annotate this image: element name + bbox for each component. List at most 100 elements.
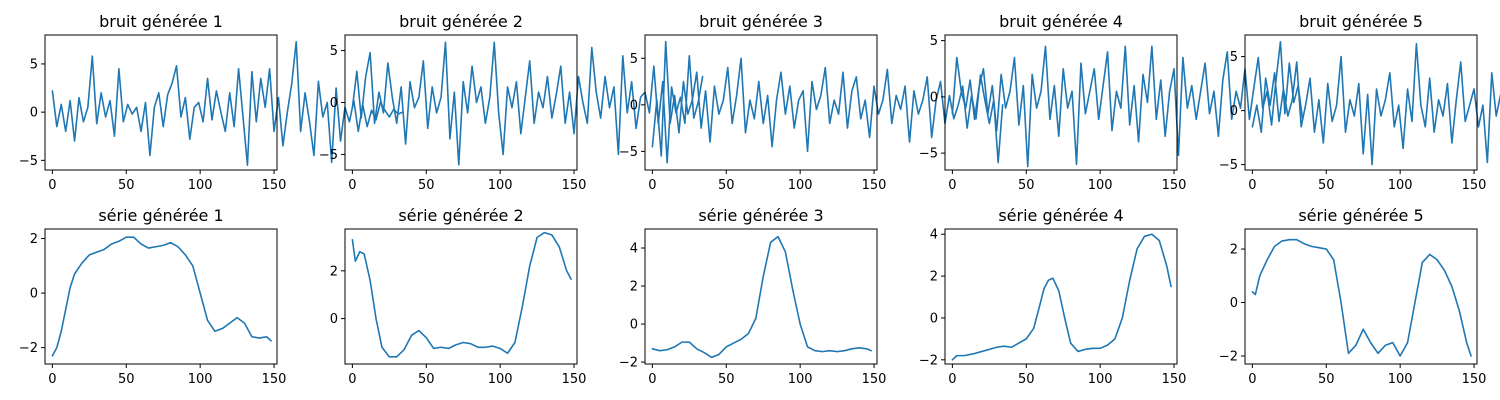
y-tick-label: −5 (319, 148, 338, 163)
axes-frame (1244, 34, 1478, 171)
y-tick-label: 2 (930, 270, 938, 285)
axes-frame (644, 34, 878, 171)
x-tick-label: 50 (118, 372, 135, 387)
y-tick-label: 5 (630, 52, 638, 67)
y-tick-label: −2 (19, 341, 38, 356)
series-line (351, 231, 572, 358)
series-line (651, 40, 1004, 164)
chart-title: série générée 3 (698, 206, 823, 225)
y-tick-label: −5 (19, 154, 38, 169)
series-line (1251, 42, 1500, 166)
y-tick-label: 0 (1230, 104, 1238, 119)
y-tick-label: 0 (630, 318, 638, 333)
chart-title: série générée 2 (398, 206, 523, 225)
x-tick-label: 150 (562, 178, 587, 193)
x-tick-label: 100 (1088, 178, 1113, 193)
series-line (51, 40, 404, 166)
x-tick-label: 150 (862, 178, 887, 193)
y-tick-label: 0 (1230, 296, 1238, 311)
y-tick-label: −5 (619, 145, 638, 160)
x-tick-label: 100 (788, 372, 813, 387)
y-tick-label: 0 (930, 311, 938, 326)
y-tick-label: 5 (30, 57, 38, 72)
x-tick-label: 100 (788, 178, 813, 193)
x-tick-label: 50 (1318, 372, 1335, 387)
chart-title: série générée 1 (98, 206, 223, 225)
series-line (651, 235, 872, 359)
chart-title: bruit générée 5 (1299, 12, 1423, 31)
x-tick-label: 0 (648, 178, 656, 193)
axes-frame (644, 228, 878, 365)
chart-panel-10: 0 50 100 150 −2 0 2 série générée 5 (1219, 206, 1487, 387)
x-tick-label: 150 (262, 178, 287, 193)
x-tick-label: 100 (1388, 178, 1413, 193)
axes-frame (44, 228, 278, 365)
chart-panel-7: 0 50 100 150 0 2 série générée 2 (330, 206, 587, 387)
x-tick-label: 0 (348, 372, 356, 387)
x-tick-label: 50 (418, 372, 435, 387)
x-tick-label: 50 (718, 372, 735, 387)
x-tick-label: 50 (1018, 178, 1035, 193)
chart-title: bruit générée 1 (99, 12, 223, 31)
chart-panel-5: 0 50 100 150 −5 0 5 bruit générée 5 (1219, 12, 1500, 193)
y-tick-label: −2 (1219, 349, 1238, 364)
x-tick-label: 150 (562, 372, 587, 387)
y-tick-label: 4 (630, 242, 638, 257)
x-tick-label: 150 (262, 372, 287, 387)
series-line (951, 40, 1304, 168)
x-tick-label: 0 (48, 372, 56, 387)
y-tick-label: 5 (930, 34, 938, 49)
x-tick-label: 100 (1388, 372, 1413, 387)
y-tick-label: 0 (630, 98, 638, 113)
x-tick-label: 50 (118, 178, 135, 193)
x-tick-label: 100 (188, 372, 213, 387)
x-tick-label: 100 (488, 372, 513, 387)
y-tick-label: 0 (30, 287, 38, 302)
y-tick-label: 2 (330, 264, 338, 279)
chart-title: série générée 4 (998, 206, 1123, 225)
x-tick-label: 0 (648, 372, 656, 387)
chart-title: série générée 5 (1298, 206, 1423, 225)
x-tick-label: 100 (1088, 372, 1113, 387)
y-tick-label: 0 (330, 312, 338, 327)
chart-panel-8: 0 50 100 150 −2 0 2 4 série générée 3 (619, 206, 887, 387)
axes-frame (1244, 228, 1478, 365)
y-tick-label: 0 (930, 90, 938, 105)
x-tick-label: 50 (1018, 372, 1035, 387)
x-tick-label: 50 (1318, 178, 1335, 193)
x-tick-label: 150 (1162, 178, 1187, 193)
x-tick-label: 0 (948, 178, 956, 193)
x-tick-label: 150 (1462, 372, 1487, 387)
chart-title: bruit générée 3 (699, 12, 823, 31)
series-line (351, 41, 704, 166)
x-tick-label: 150 (1162, 372, 1187, 387)
x-tick-label: 50 (718, 178, 735, 193)
y-tick-label: 2 (30, 232, 38, 247)
y-tick-label: 2 (1230, 243, 1238, 258)
x-tick-label: 0 (48, 178, 56, 193)
series-line (51, 236, 272, 357)
y-tick-label: −2 (919, 353, 938, 368)
axes-frame (944, 228, 1178, 365)
axes-frame (44, 34, 278, 171)
x-tick-label: 50 (418, 178, 435, 193)
x-tick-label: 100 (188, 178, 213, 193)
x-tick-label: 150 (1462, 178, 1487, 193)
y-tick-label: 2 (630, 280, 638, 295)
series-line (951, 233, 1172, 361)
y-tick-label: 0 (30, 106, 38, 121)
y-tick-label: 5 (1230, 50, 1238, 65)
y-tick-label: 5 (330, 44, 338, 59)
axes-frame (944, 34, 1178, 171)
chart-title: bruit générée 2 (399, 12, 523, 31)
x-tick-label: 0 (348, 178, 356, 193)
x-tick-label: 0 (1248, 178, 1256, 193)
x-tick-label: 0 (948, 372, 956, 387)
x-tick-label: 100 (488, 178, 513, 193)
x-tick-label: 150 (862, 372, 887, 387)
chart-panel-9: 0 50 100 150 −2 0 2 4 série générée 4 (919, 206, 1187, 387)
